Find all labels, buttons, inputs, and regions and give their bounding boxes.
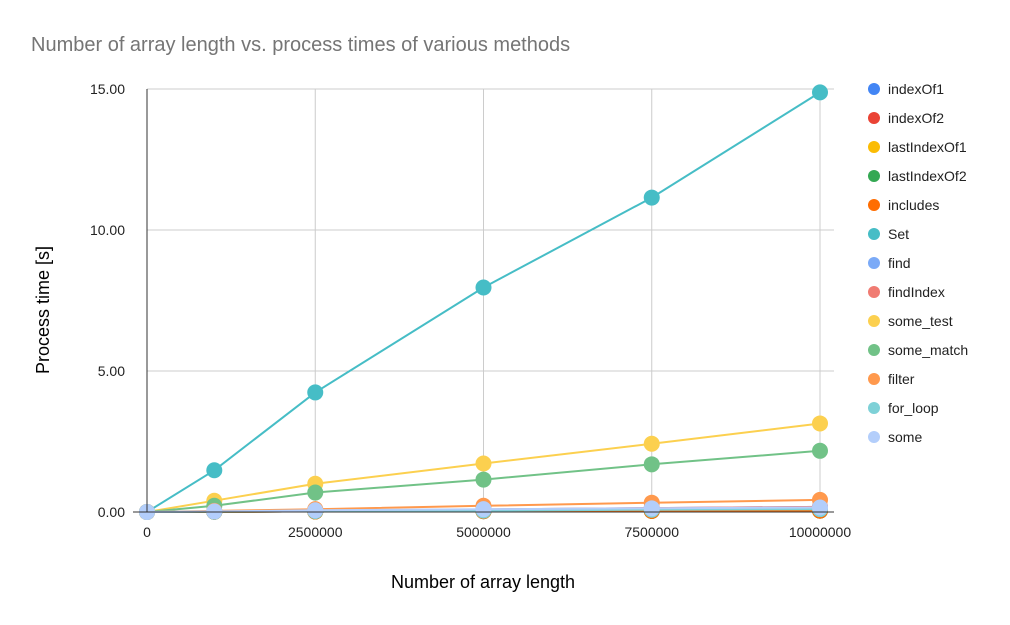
legend-marker bbox=[868, 170, 880, 182]
legend-item: filter bbox=[868, 371, 915, 387]
data-point bbox=[206, 462, 223, 479]
data-point bbox=[307, 384, 324, 401]
legend-label: some_test bbox=[888, 313, 953, 329]
data-point bbox=[812, 499, 828, 516]
data-point bbox=[812, 442, 828, 459]
legend-marker bbox=[868, 373, 880, 385]
data-point bbox=[812, 415, 828, 432]
legend-marker bbox=[868, 83, 880, 95]
legend-item: indexOf2 bbox=[868, 110, 944, 126]
legend-item: lastIndexOf1 bbox=[868, 139, 967, 155]
legend-marker bbox=[868, 344, 880, 356]
x-tick-label: 2500000 bbox=[288, 524, 343, 540]
legend-marker bbox=[868, 112, 880, 124]
x-tick-label: 0 bbox=[143, 524, 151, 540]
data-point bbox=[475, 471, 492, 488]
chart-title: Number of array length vs. process times… bbox=[31, 34, 570, 56]
data-point bbox=[475, 455, 492, 472]
legend-label: some_match bbox=[888, 342, 968, 358]
legend-marker bbox=[868, 286, 880, 298]
legend-item: some bbox=[868, 429, 922, 445]
x-axis-title: Number of array length bbox=[391, 572, 575, 592]
x-tick-label: 10000000 bbox=[789, 524, 852, 540]
x-tick-label: 5000000 bbox=[456, 524, 511, 540]
legend-label: indexOf1 bbox=[888, 81, 944, 97]
legend-item: find bbox=[868, 255, 911, 271]
legend-marker bbox=[868, 228, 880, 240]
series-line bbox=[146, 449, 821, 513]
data-point bbox=[307, 502, 324, 519]
legend-marker bbox=[868, 257, 880, 269]
gridlines bbox=[147, 88, 834, 512]
data-point bbox=[643, 435, 660, 452]
legend-item: some_match bbox=[868, 342, 968, 358]
data-point bbox=[307, 484, 324, 501]
legend-marker bbox=[868, 199, 880, 211]
legend-marker bbox=[868, 141, 880, 153]
legend-label: lastIndexOf1 bbox=[888, 139, 967, 155]
y-tick-label: 5.00 bbox=[98, 363, 125, 379]
legend-item: some_test bbox=[868, 313, 953, 329]
legend-item: Set bbox=[868, 226, 909, 242]
legend-item: findIndex bbox=[868, 284, 945, 300]
legend-marker bbox=[868, 431, 880, 443]
legend-label: for_loop bbox=[888, 400, 939, 416]
data-point bbox=[206, 503, 223, 520]
legend-label: indexOf2 bbox=[888, 110, 944, 126]
y-tick-label: 15.00 bbox=[90, 81, 125, 97]
data-point bbox=[643, 189, 660, 206]
legend-label: filter bbox=[888, 371, 915, 387]
y-tick-label: 0.00 bbox=[98, 504, 125, 520]
axes: 0.00 5.00 10.00 15.00 0 2500000 5000000 7500000… bbox=[90, 81, 851, 540]
data-point bbox=[475, 279, 492, 296]
y-axis-title: Process time [s] bbox=[33, 246, 53, 374]
y-tick-label: 10.00 bbox=[90, 222, 125, 238]
legend-item: indexOf1 bbox=[868, 81, 944, 97]
series-line bbox=[146, 422, 821, 513]
legend-label: some bbox=[888, 429, 922, 445]
legend-item: for_loop bbox=[868, 400, 939, 416]
x-tick-label: 7500000 bbox=[624, 524, 679, 540]
legend-marker bbox=[868, 315, 880, 327]
series-line bbox=[146, 91, 821, 513]
legend-label: includes bbox=[888, 197, 939, 213]
legend-label: Set bbox=[888, 226, 909, 242]
legend-item: includes bbox=[868, 197, 939, 213]
legend-marker bbox=[868, 402, 880, 414]
legend-label: findIndex bbox=[888, 284, 945, 300]
legend-item: lastIndexOf2 bbox=[868, 168, 967, 184]
legend-label: lastIndexOf2 bbox=[888, 168, 967, 184]
legend-label: find bbox=[888, 255, 911, 271]
legend: indexOf1 indexOf2 lastIndexOf1 lastIndexOf2… bbox=[868, 81, 968, 445]
data-point bbox=[475, 501, 492, 518]
data-point bbox=[812, 84, 828, 101]
data-point bbox=[643, 500, 660, 517]
data-point bbox=[643, 456, 660, 473]
